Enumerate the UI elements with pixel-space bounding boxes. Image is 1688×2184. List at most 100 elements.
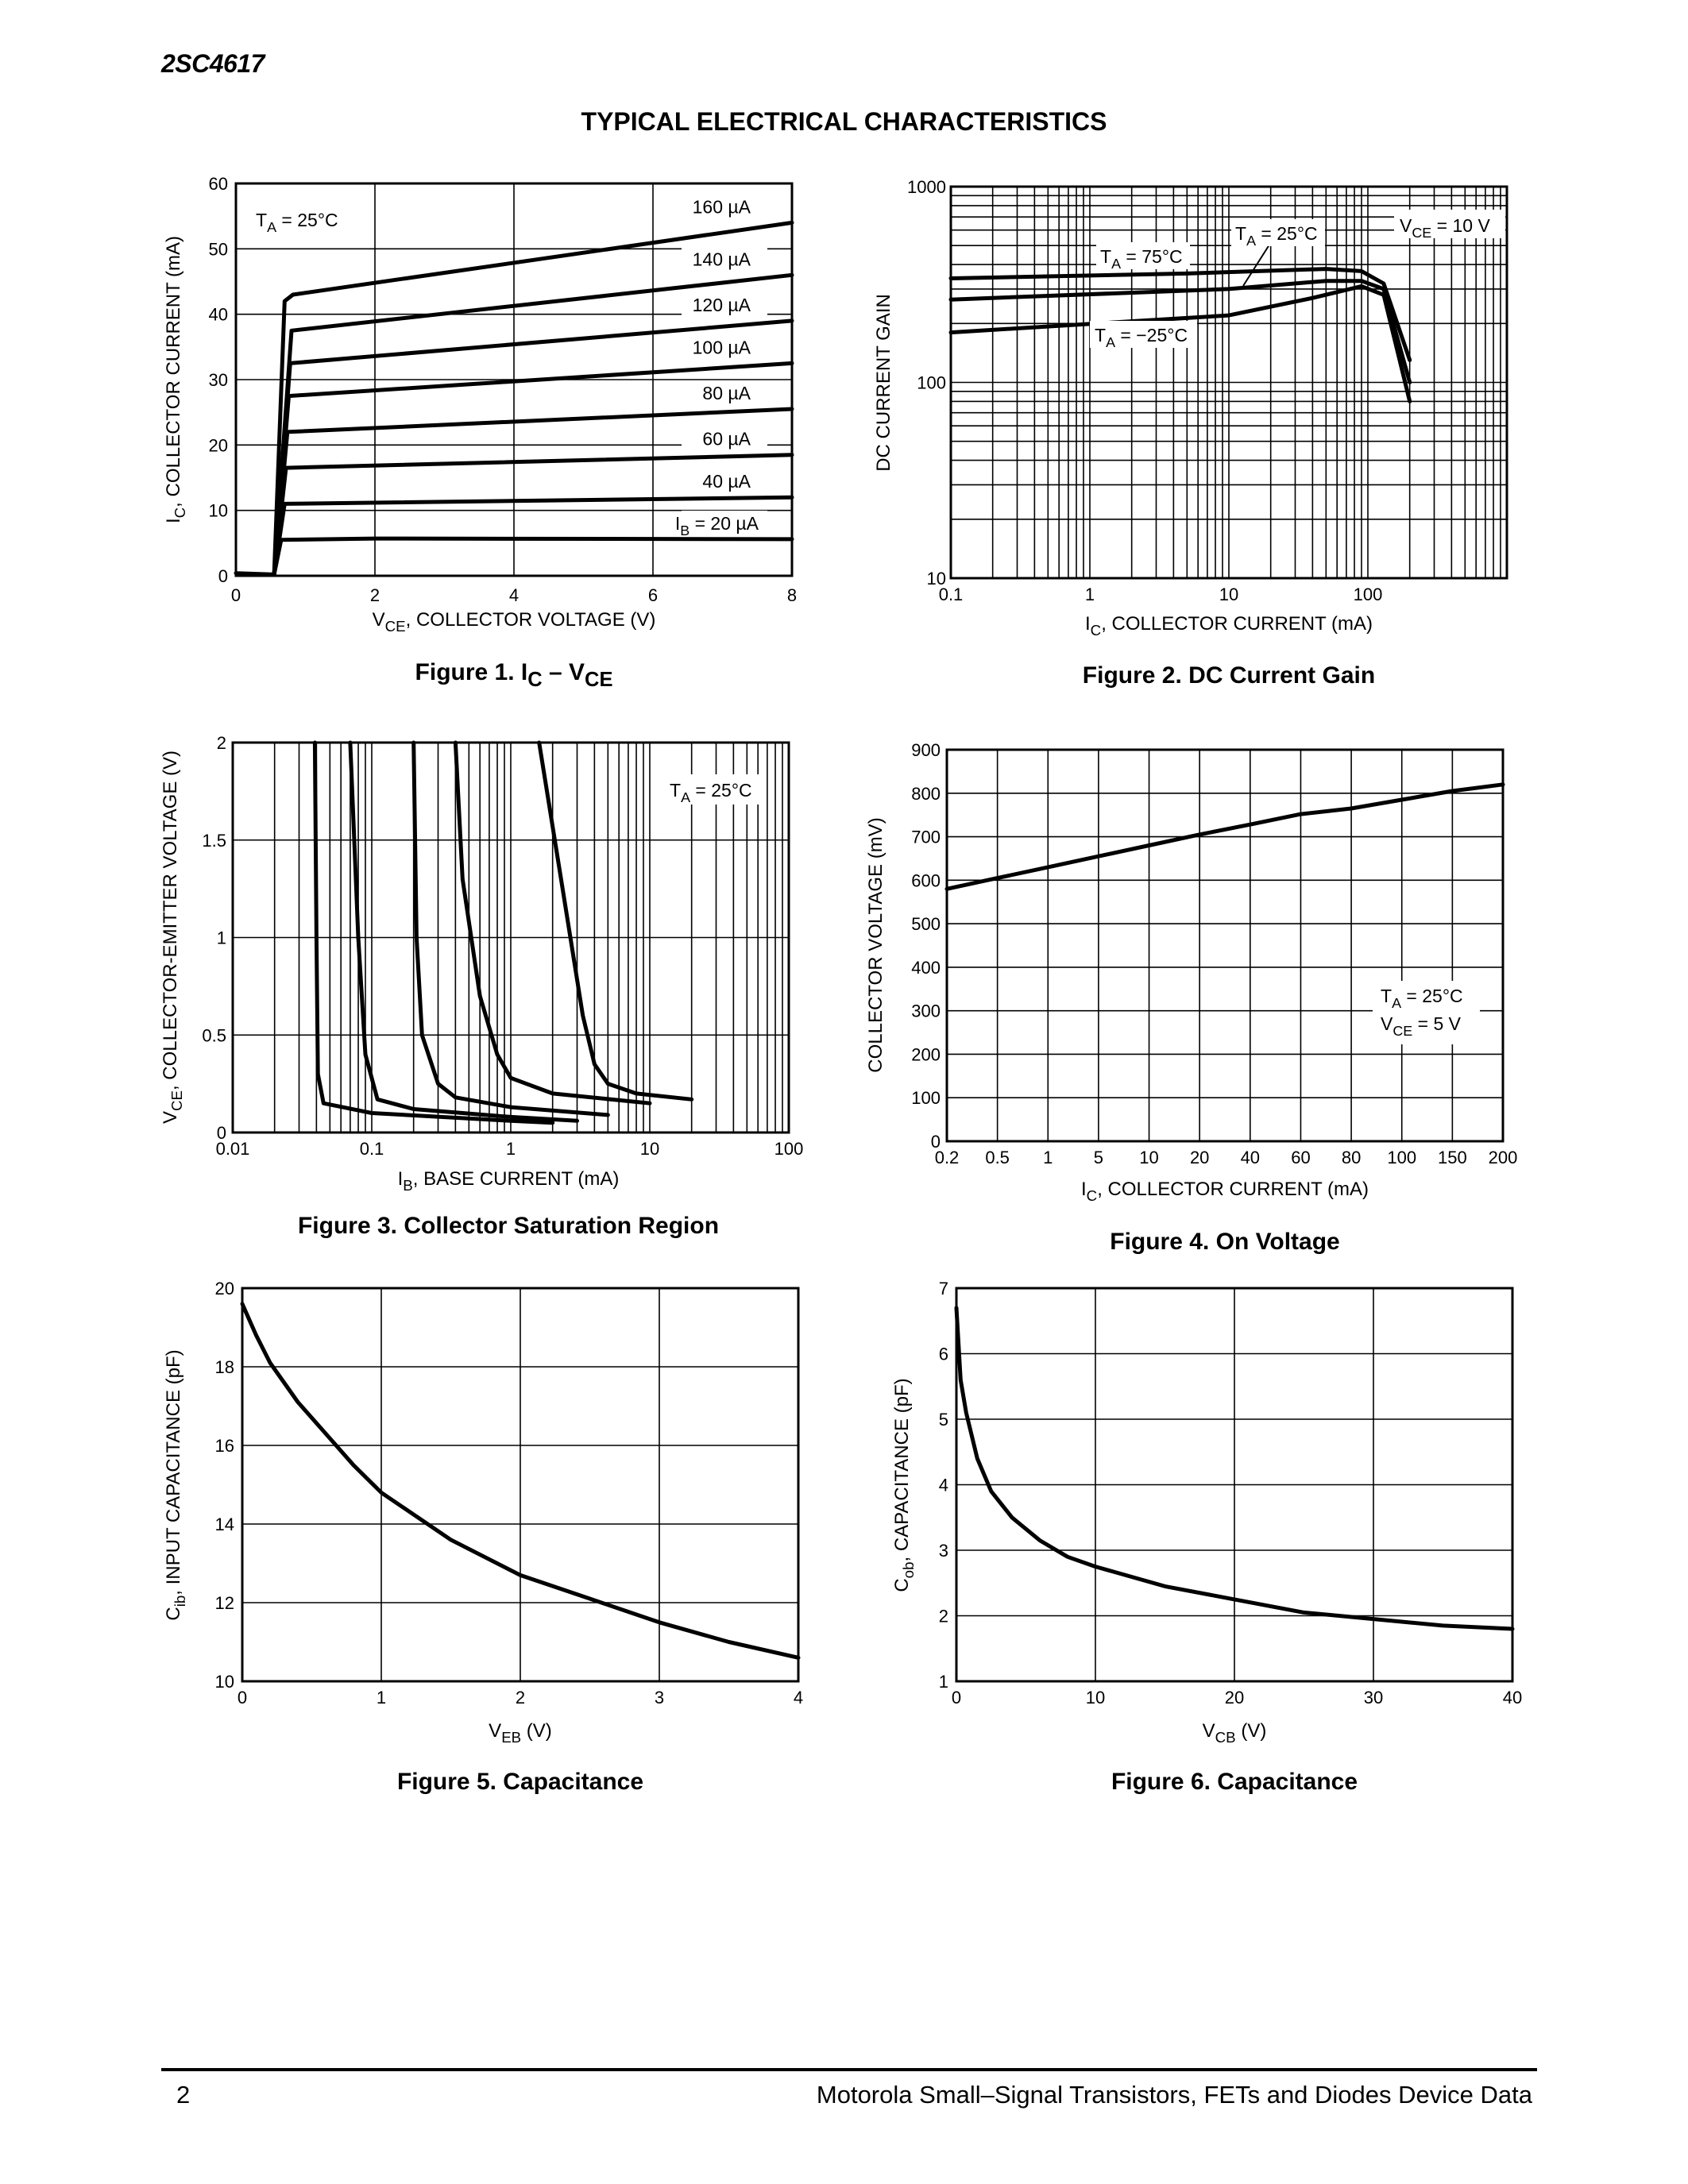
x-tick-label: 10 bbox=[1219, 585, 1238, 604]
y-tick-label: 12 bbox=[215, 1593, 234, 1613]
y-tick-label: 0 bbox=[218, 566, 228, 586]
x-tick-label: 30 bbox=[1364, 1688, 1383, 1707]
x-tick-label: 10 bbox=[1086, 1688, 1105, 1707]
y-tick-label: 100 bbox=[917, 373, 946, 393]
temperature-note: TA = 25°C bbox=[1381, 986, 1463, 1011]
footer-text: Motorola Small–Signal Transistors, FETs … bbox=[816, 2081, 1532, 2109]
x-tick-label: 20 bbox=[1190, 1148, 1209, 1167]
label-backing bbox=[682, 194, 767, 220]
figure-caption: Figure 4. On Voltage bbox=[1110, 1229, 1339, 1255]
x-tick-label: 80 bbox=[1342, 1148, 1361, 1167]
x-axis-label: VEB (V) bbox=[489, 1720, 552, 1746]
x-tick-label: 40 bbox=[1241, 1148, 1260, 1167]
label-backing bbox=[682, 426, 767, 452]
plot-frame bbox=[945, 748, 1505, 1143]
y-tick-label: 2 bbox=[939, 1607, 948, 1626]
temperature-note: TA = 25°C bbox=[256, 210, 338, 235]
saturation-curve bbox=[537, 740, 694, 1102]
y-tick-label: 40 bbox=[209, 305, 228, 325]
on-voltage-curve bbox=[944, 782, 1505, 891]
y-tick-label: 1.5 bbox=[202, 831, 226, 851]
x-tick-label: 0.01 bbox=[216, 1139, 250, 1159]
y-tick-label: 300 bbox=[911, 1001, 941, 1021]
x-tick-label: 40 bbox=[1503, 1688, 1522, 1707]
y-tick-label: 6 bbox=[939, 1345, 948, 1364]
y-tick-label: 10 bbox=[927, 569, 946, 588]
plot-frame bbox=[231, 741, 790, 1134]
y-axis-label: Cib, INPUT CAPACITANCE (pF) bbox=[163, 1349, 188, 1620]
x-tick-label: 0.1 bbox=[360, 1139, 384, 1159]
label-backing bbox=[1373, 981, 1480, 1044]
y-tick-label: 7 bbox=[939, 1279, 948, 1298]
saturation-curve bbox=[411, 740, 610, 1117]
x-tick-label: 10 bbox=[640, 1139, 659, 1159]
gain-curve bbox=[948, 284, 1412, 403]
y-axis-label: VCE, COLLECTOR-EMITTER VOLTAGE (V) bbox=[160, 751, 185, 1124]
y-tick-label: 30 bbox=[209, 370, 228, 390]
y-tick-label: 50 bbox=[209, 239, 228, 259]
series-label: IB = 20 µA bbox=[675, 513, 759, 538]
saturation-curve bbox=[348, 740, 579, 1123]
x-tick-label: 100 bbox=[1387, 1148, 1416, 1167]
y-tick-label: 1000 bbox=[907, 177, 946, 197]
section-title: TYPICAL ELECTRICAL CHARACTERISTICS bbox=[581, 107, 1107, 136]
y-tick-label: 600 bbox=[911, 870, 941, 890]
series-label: 160 µA bbox=[693, 196, 751, 217]
x-tick-label: 4 bbox=[509, 585, 519, 605]
series-label: 60 µA bbox=[702, 429, 751, 450]
x-axis-label: IC, COLLECTOR CURRENT (mA) bbox=[1081, 1179, 1369, 1204]
y-tick-label: 700 bbox=[911, 828, 941, 847]
gain-curve bbox=[948, 267, 1412, 362]
y-tick-label: 14 bbox=[215, 1515, 234, 1534]
y-tick-label: 18 bbox=[215, 1357, 234, 1377]
page-number: 2 bbox=[176, 2081, 191, 2109]
series-label: 100 µA bbox=[693, 337, 751, 357]
x-tick-label: 1 bbox=[1085, 585, 1095, 604]
y-tick-label: 20 bbox=[209, 435, 228, 455]
cob-curve bbox=[954, 1306, 1515, 1631]
x-tick-label: 0 bbox=[238, 1688, 247, 1707]
y-axis-label: Cob, CAPACITANCE (pF) bbox=[891, 1378, 917, 1592]
x-tick-label: 0 bbox=[952, 1688, 961, 1707]
x-tick-label: 200 bbox=[1489, 1148, 1518, 1167]
series-label: 40 µA bbox=[702, 471, 751, 492]
x-tick-label: 3 bbox=[655, 1688, 664, 1707]
vce-note: VCE = 10 V bbox=[1400, 215, 1490, 241]
y-tick-label: 100 bbox=[911, 1088, 941, 1108]
y-tick-label: 10 bbox=[215, 1672, 234, 1692]
x-axis-label: IB, BASE CURRENT (mA) bbox=[398, 1168, 620, 1194]
y-tick-label: 0 bbox=[217, 1123, 226, 1143]
y-tick-label: 20 bbox=[215, 1279, 234, 1298]
x-tick-label: 0.2 bbox=[935, 1148, 960, 1167]
x-tick-label: 0.5 bbox=[985, 1148, 1010, 1167]
plot-frame bbox=[241, 1287, 800, 1683]
x-tick-label: 20 bbox=[1225, 1688, 1244, 1707]
y-tick-label: 400 bbox=[911, 958, 941, 978]
x-tick-label: 6 bbox=[648, 585, 658, 605]
x-tick-label: 2 bbox=[516, 1688, 525, 1707]
x-tick-label: 4 bbox=[794, 1688, 803, 1707]
x-axis-label: IC, COLLECTOR CURRENT (mA) bbox=[1085, 613, 1373, 639]
x-tick-label: 150 bbox=[1438, 1148, 1467, 1167]
plot-frame bbox=[949, 185, 1508, 580]
x-tick-label: 0 bbox=[231, 585, 241, 605]
x-axis-label: VCB (V) bbox=[1203, 1720, 1267, 1746]
vce-note: VCE = 5 V bbox=[1381, 1013, 1462, 1039]
y-tick-label: 5 bbox=[939, 1410, 948, 1430]
x-tick-label: 1 bbox=[377, 1688, 386, 1707]
label-backing bbox=[663, 774, 759, 805]
y-tick-label: 800 bbox=[911, 784, 941, 804]
label-backing bbox=[682, 510, 767, 536]
y-tick-label: 3 bbox=[939, 1541, 948, 1561]
y-tick-label: 0 bbox=[931, 1132, 941, 1152]
x-tick-label: 60 bbox=[1291, 1148, 1310, 1167]
y-tick-label: 500 bbox=[911, 914, 941, 934]
label-backing bbox=[1096, 242, 1190, 269]
series-label: 120 µA bbox=[693, 295, 751, 315]
